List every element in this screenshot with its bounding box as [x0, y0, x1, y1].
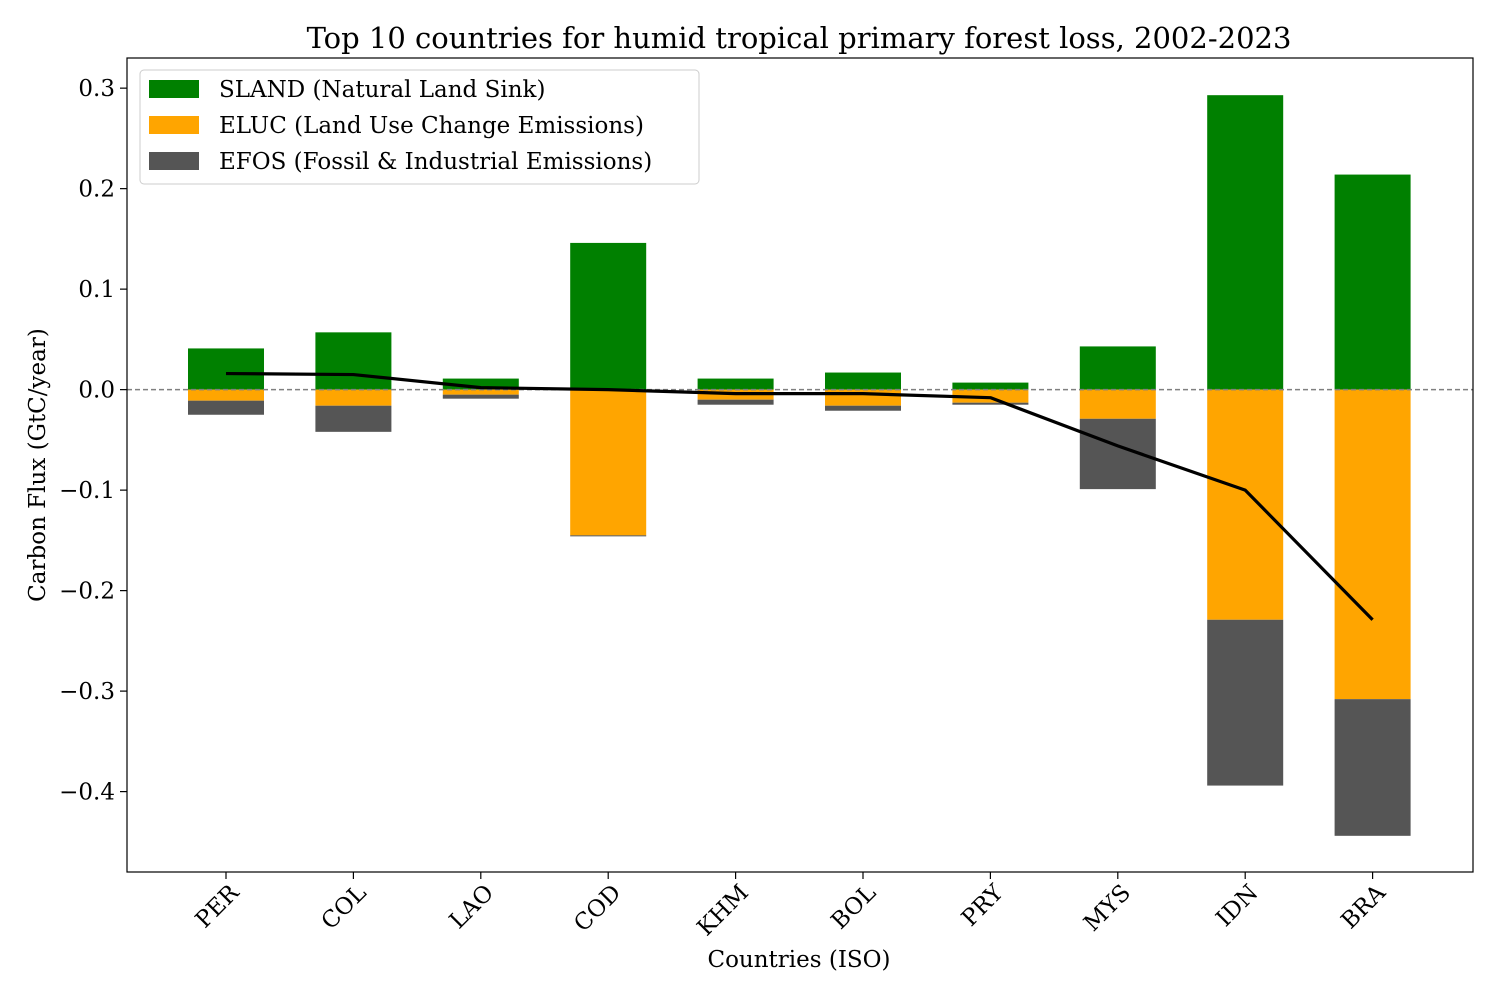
bar-bol-series-1	[825, 372, 901, 390]
bar-lao-series-1	[442, 378, 519, 390]
plot-area	[127, 95, 1473, 836]
legend: SLAND (Natural Land Sink) ELUC (Land Use …	[139, 69, 700, 185]
x-tick-label-bol: BOL	[826, 880, 881, 935]
x-axis: PER COL LAO COD KHM BOL PRY MYS IDN BRA	[191, 872, 1391, 941]
bar-mys-series-2	[1079, 389, 1156, 419]
legend-swatch-3	[149, 152, 199, 170]
bar-col-series-2	[315, 389, 392, 406]
plot-frame	[126, 57, 1474, 873]
bar-per-series-1	[188, 348, 264, 390]
bar-per-series-3	[188, 400, 264, 415]
bar-pry-series-1	[952, 382, 1029, 390]
bar-mys-series-1	[1079, 346, 1156, 390]
x-tick-label-mys: MYS	[1079, 880, 1136, 937]
bar-cod-series-2	[570, 389, 647, 536]
bar-khm-series-1	[697, 378, 774, 390]
bar-idn-series-2	[1207, 389, 1284, 620]
y-tick-label: −0.3	[59, 679, 115, 705]
bar-bra-series-2	[1334, 389, 1411, 700]
x-tick-label-idn: IDN	[1211, 880, 1263, 932]
bar-bol-series-3	[825, 405, 901, 411]
bar-lao-series-2	[442, 389, 519, 395]
x-tick-label-pry: PRY	[957, 879, 1009, 931]
x-tick-label-per: PER	[191, 879, 245, 933]
bar-lao-series-3	[442, 394, 519, 399]
y-tick-label: −0.1	[59, 478, 115, 504]
net-flux-line	[225, 371, 1374, 621]
x-tick-label-cod: COD	[569, 880, 626, 937]
legend-swatch-1	[149, 80, 199, 98]
y-tick-label: 0.1	[78, 277, 115, 303]
legend-box	[139, 69, 700, 185]
legend-label-1: SLAND (Natural Land Sink)	[219, 77, 545, 103]
chart-title: Top 10 countries for humid tropical prim…	[307, 21, 1292, 55]
bar-col-series-3	[315, 405, 392, 432]
x-axis-label: Countries (ISO)	[707, 947, 890, 973]
bar-idn-series-3	[1207, 619, 1284, 786]
bar-col-series-1	[315, 332, 392, 390]
bar-pry-series-3	[952, 402, 1029, 405]
x-tick-label-khm: KHM	[692, 880, 753, 941]
bar-per-series-2	[188, 389, 264, 401]
legend-label-3: EFOS (Fossil & Industrial Emissions)	[219, 149, 652, 175]
y-tick-label: 0.3	[78, 76, 115, 102]
bar-bol-series-2	[825, 389, 901, 406]
legend-swatch-2	[149, 116, 199, 134]
bar-cod-series-3	[570, 535, 647, 537]
y-axis: 0.3 0.2 0.1 0.0 −0.1 −0.2 −0.3 −0.4	[59, 76, 127, 806]
bar-cod-series-1	[570, 242, 647, 390]
bar-khm-series-3	[697, 399, 774, 405]
bar-bra-series-1	[1334, 174, 1411, 390]
x-tick-label-lao: LAO	[445, 880, 499, 934]
y-tick-label: −0.4	[59, 780, 115, 806]
y-axis-label: Carbon Flux (GtC/year)	[25, 328, 51, 602]
bar-bra-series-3	[1334, 699, 1411, 836]
y-tick-label: −0.2	[59, 579, 115, 605]
x-tick-label-bra: BRA	[1337, 880, 1392, 935]
x-tick-label-col: COL	[317, 880, 372, 935]
y-tick-label: 0.0	[78, 378, 115, 404]
legend-label-2: ELUC (Land Use Change Emissions)	[219, 113, 644, 139]
bar-idn-series-1	[1207, 95, 1284, 390]
y-tick-label: 0.2	[78, 177, 115, 203]
